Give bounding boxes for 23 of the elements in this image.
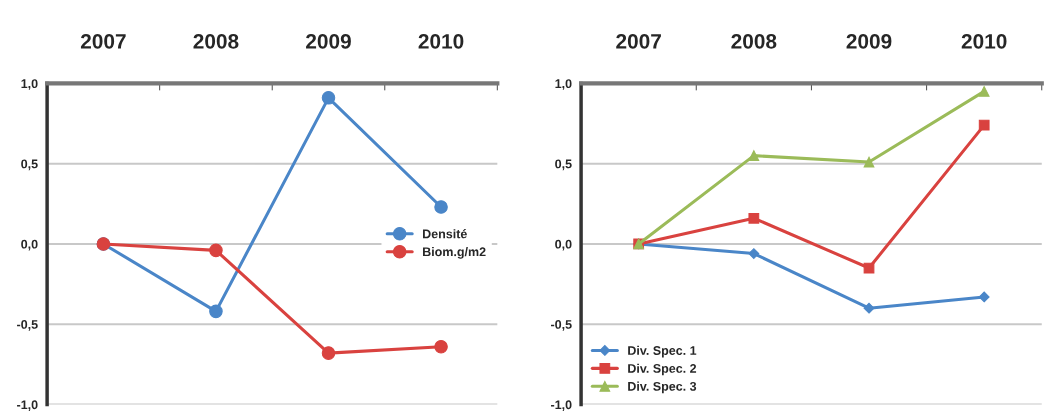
x-tick-label: 2010: [961, 33, 1007, 49]
x-tick-label: 2008: [193, 33, 239, 49]
x-tick-label: 2007: [80, 33, 126, 49]
x-tick-label: 2008: [731, 33, 777, 49]
x-tick-label: 2007: [616, 33, 661, 49]
legend-label: Div. Spec. 1: [628, 345, 697, 358]
y-tick-label: -1,0: [17, 400, 38, 411]
y-tick-label: 0,0: [21, 239, 38, 251]
y-tick-label: 0,5: [21, 159, 38, 171]
y-tick-label: -1,0: [551, 400, 572, 411]
legend-label: Biom.g/m2: [423, 247, 486, 259]
x-tick-label: 2010: [418, 33, 464, 49]
legend-label: Div. Spec. 3: [628, 381, 697, 394]
x-tick-label: 2009: [846, 33, 892, 49]
y-tick-label: -0,5: [17, 320, 38, 331]
y-tick-label: -0,5: [551, 320, 572, 331]
y-tick-label: 0,0: [555, 239, 572, 251]
legend-label: Div. Spec. 2: [628, 363, 697, 376]
legend-label: Densité: [423, 229, 467, 239]
y-tick-label: 0,5: [555, 159, 572, 171]
x-tick-label: 2009: [306, 33, 351, 49]
y-tick-label: 1,0: [21, 79, 38, 90]
y-tick-label: 1,0: [555, 79, 572, 90]
